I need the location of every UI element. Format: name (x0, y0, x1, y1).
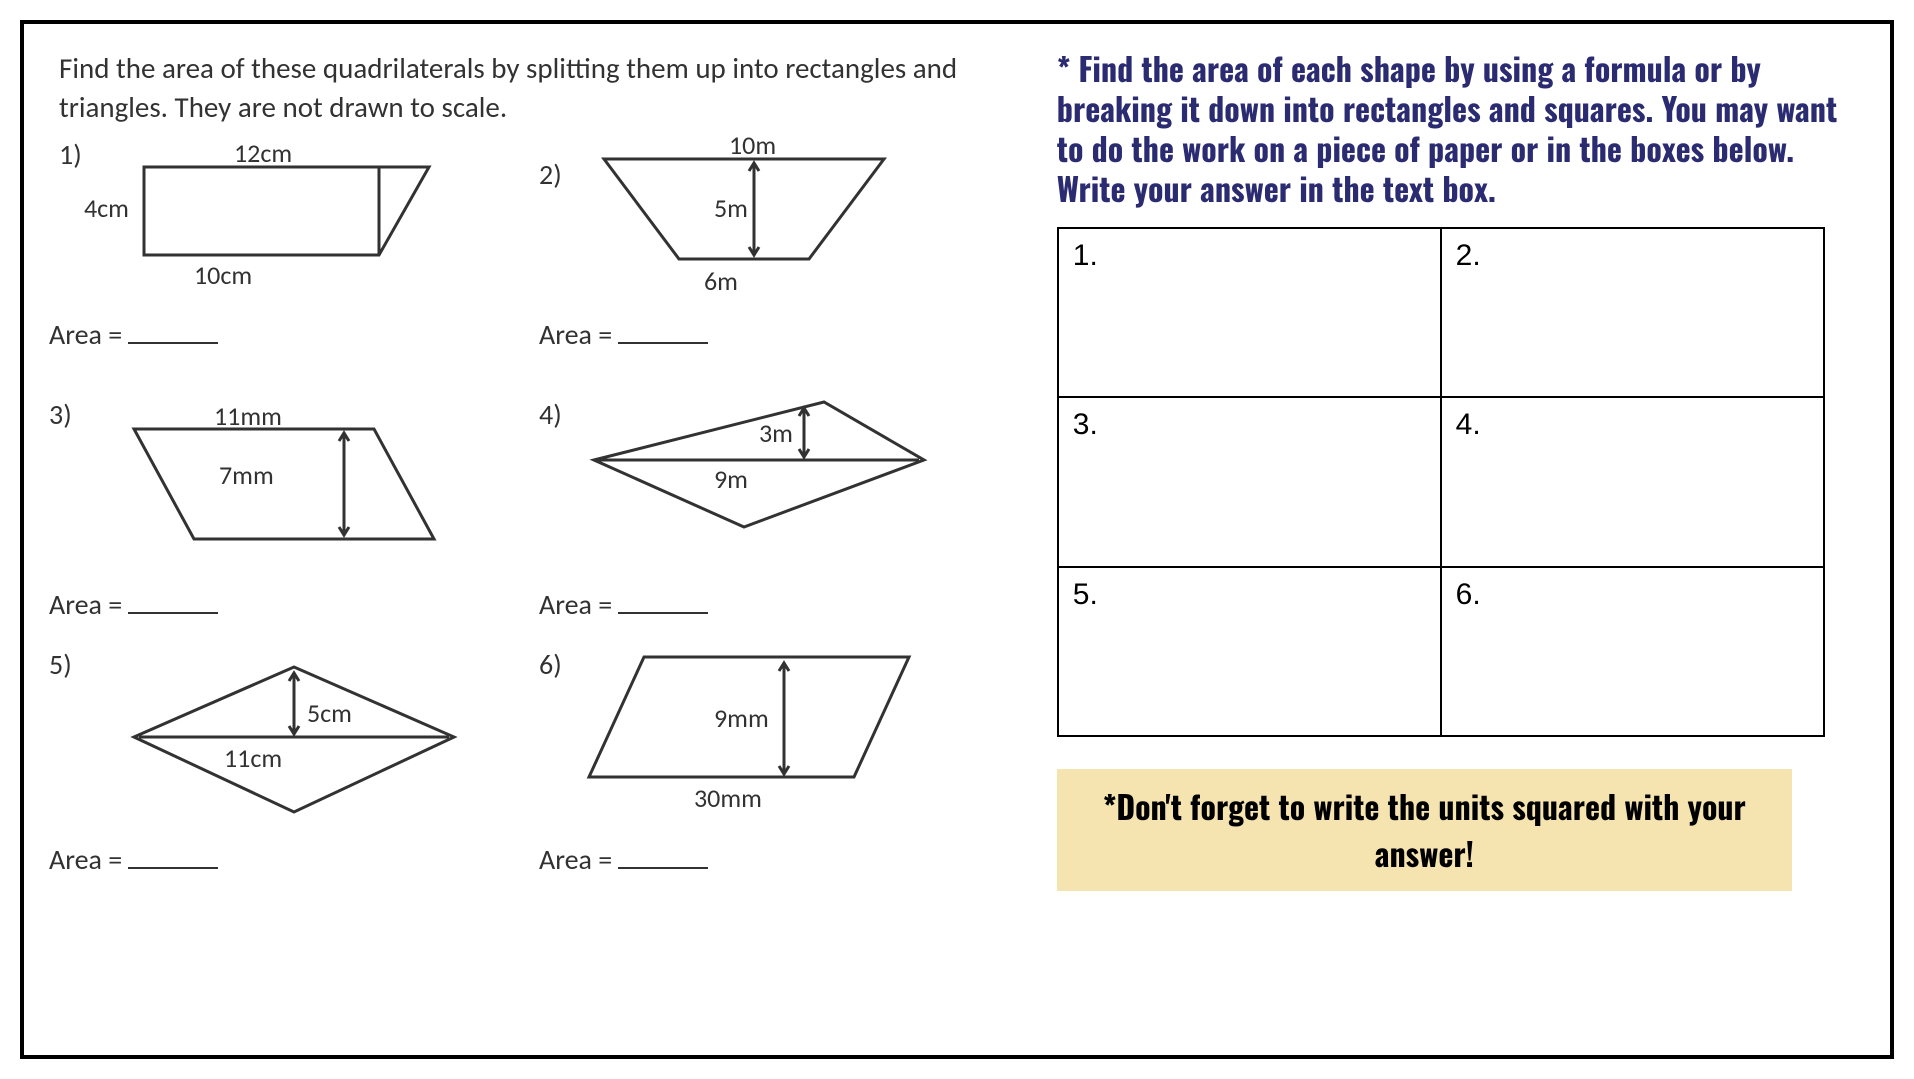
answer-cell-4[interactable]: 4. (1441, 397, 1824, 566)
area-text-1: Area = (49, 317, 122, 352)
page: Find the area of these quadrilaterals by… (0, 0, 1914, 1079)
problem-3: 3) 11mm 7mm Area = (59, 397, 479, 657)
problems-area: 1) 12cm 4cm 10cm Area = 2) 10m 5m 6m (59, 137, 1047, 1018)
area-text-6: Area = (539, 842, 612, 877)
area-text-3: Area = (49, 587, 122, 622)
problem-5: 5) 5cm 11cm Area = (59, 647, 479, 907)
answer-cell-5[interactable]: 5. (1058, 567, 1441, 736)
area-text-4: Area = (539, 587, 612, 622)
worksheet-frame: Find the area of these quadrilaterals by… (20, 20, 1894, 1059)
problem-number-5: 5) (49, 647, 72, 682)
answer-blank-1[interactable] (128, 342, 218, 344)
reminder-banner: *Don't forget to write the units squared… (1057, 769, 1792, 891)
dim-p1-top: 12cm (234, 137, 292, 169)
right-panel: * Find the area of each shape by using a… (1047, 49, 1865, 1030)
answer-blank-5[interactable] (128, 867, 218, 869)
dim-p1-left: 4cm (84, 192, 129, 224)
answer-blank-2[interactable] (618, 342, 708, 344)
shape-p3 (134, 429, 444, 544)
problem-number-1: 1) (59, 137, 82, 172)
answer-blank-4[interactable] (618, 612, 708, 614)
dim-p6-bottom: 30mm (694, 782, 762, 814)
area-label-4: Area = (539, 587, 708, 622)
answer-cell-6[interactable]: 6. (1441, 567, 1824, 736)
area-label-5: Area = (49, 842, 218, 877)
shape-p6 (589, 657, 919, 782)
problem-1: 1) 12cm 4cm 10cm Area = (59, 137, 479, 397)
shape-p2 (604, 159, 889, 264)
answer-table: 1. 2. 3. 4. 5. 6. (1057, 227, 1825, 737)
area-label-1: Area = (49, 317, 218, 352)
shape-p5 (134, 667, 464, 817)
area-label-6: Area = (539, 842, 708, 877)
answer-cell-1[interactable]: 1. (1058, 228, 1441, 397)
left-panel: Find the area of these quadrilaterals by… (59, 49, 1047, 1030)
area-label-2: Area = (539, 317, 708, 352)
shape-p1 (144, 167, 434, 257)
dim-p3-top: 11mm (214, 400, 282, 432)
problem-number-2: 2) (539, 157, 562, 192)
problem-2: 2) 10m 5m 6m Area = (549, 137, 899, 397)
problem-6: 6) 9mm 30mm Area = (549, 647, 949, 907)
problem-4: 4) 3m 9m Area = (549, 397, 949, 657)
dim-p2-top: 10m (729, 129, 776, 161)
problem-number-6: 6) (539, 647, 562, 682)
answer-cell-2[interactable]: 2. (1441, 228, 1824, 397)
problem-number-4: 4) (539, 397, 562, 432)
dim-p2-bottom: 6m (704, 265, 738, 297)
shape-p4 (594, 402, 934, 532)
instruction-text: * Find the area of each shape by using a… (1057, 49, 1865, 209)
problem-number-3: 3) (49, 397, 72, 432)
answer-blank-6[interactable] (618, 867, 708, 869)
area-text-2: Area = (539, 317, 612, 352)
dim-p1-bottom: 10cm (194, 259, 252, 291)
intro-text: Find the area of these quadrilaterals by… (59, 49, 1047, 127)
area-label-3: Area = (49, 587, 218, 622)
answer-blank-3[interactable] (128, 612, 218, 614)
answer-cell-3[interactable]: 3. (1058, 397, 1441, 566)
area-text-5: Area = (49, 842, 122, 877)
